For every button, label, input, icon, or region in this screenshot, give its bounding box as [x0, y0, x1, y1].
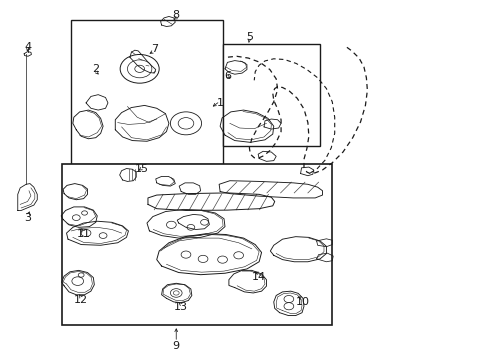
Text: 11: 11: [77, 229, 90, 239]
Text: 8: 8: [172, 10, 180, 20]
Text: 9: 9: [172, 341, 180, 351]
Text: 7: 7: [150, 44, 158, 54]
Text: 14: 14: [251, 272, 265, 282]
Text: 10: 10: [295, 297, 309, 307]
Text: 3: 3: [24, 213, 31, 222]
Bar: [71, 21, 222, 164]
Text: 6: 6: [224, 71, 230, 81]
Text: 13: 13: [174, 302, 188, 312]
Text: 2: 2: [92, 64, 99, 74]
Text: 1: 1: [216, 98, 223, 108]
Text: 15: 15: [135, 164, 149, 174]
Text: 5: 5: [245, 32, 252, 41]
Text: 4: 4: [24, 42, 31, 52]
Bar: [61, 164, 331, 325]
Text: 12: 12: [74, 295, 88, 305]
Bar: [222, 44, 320, 146]
